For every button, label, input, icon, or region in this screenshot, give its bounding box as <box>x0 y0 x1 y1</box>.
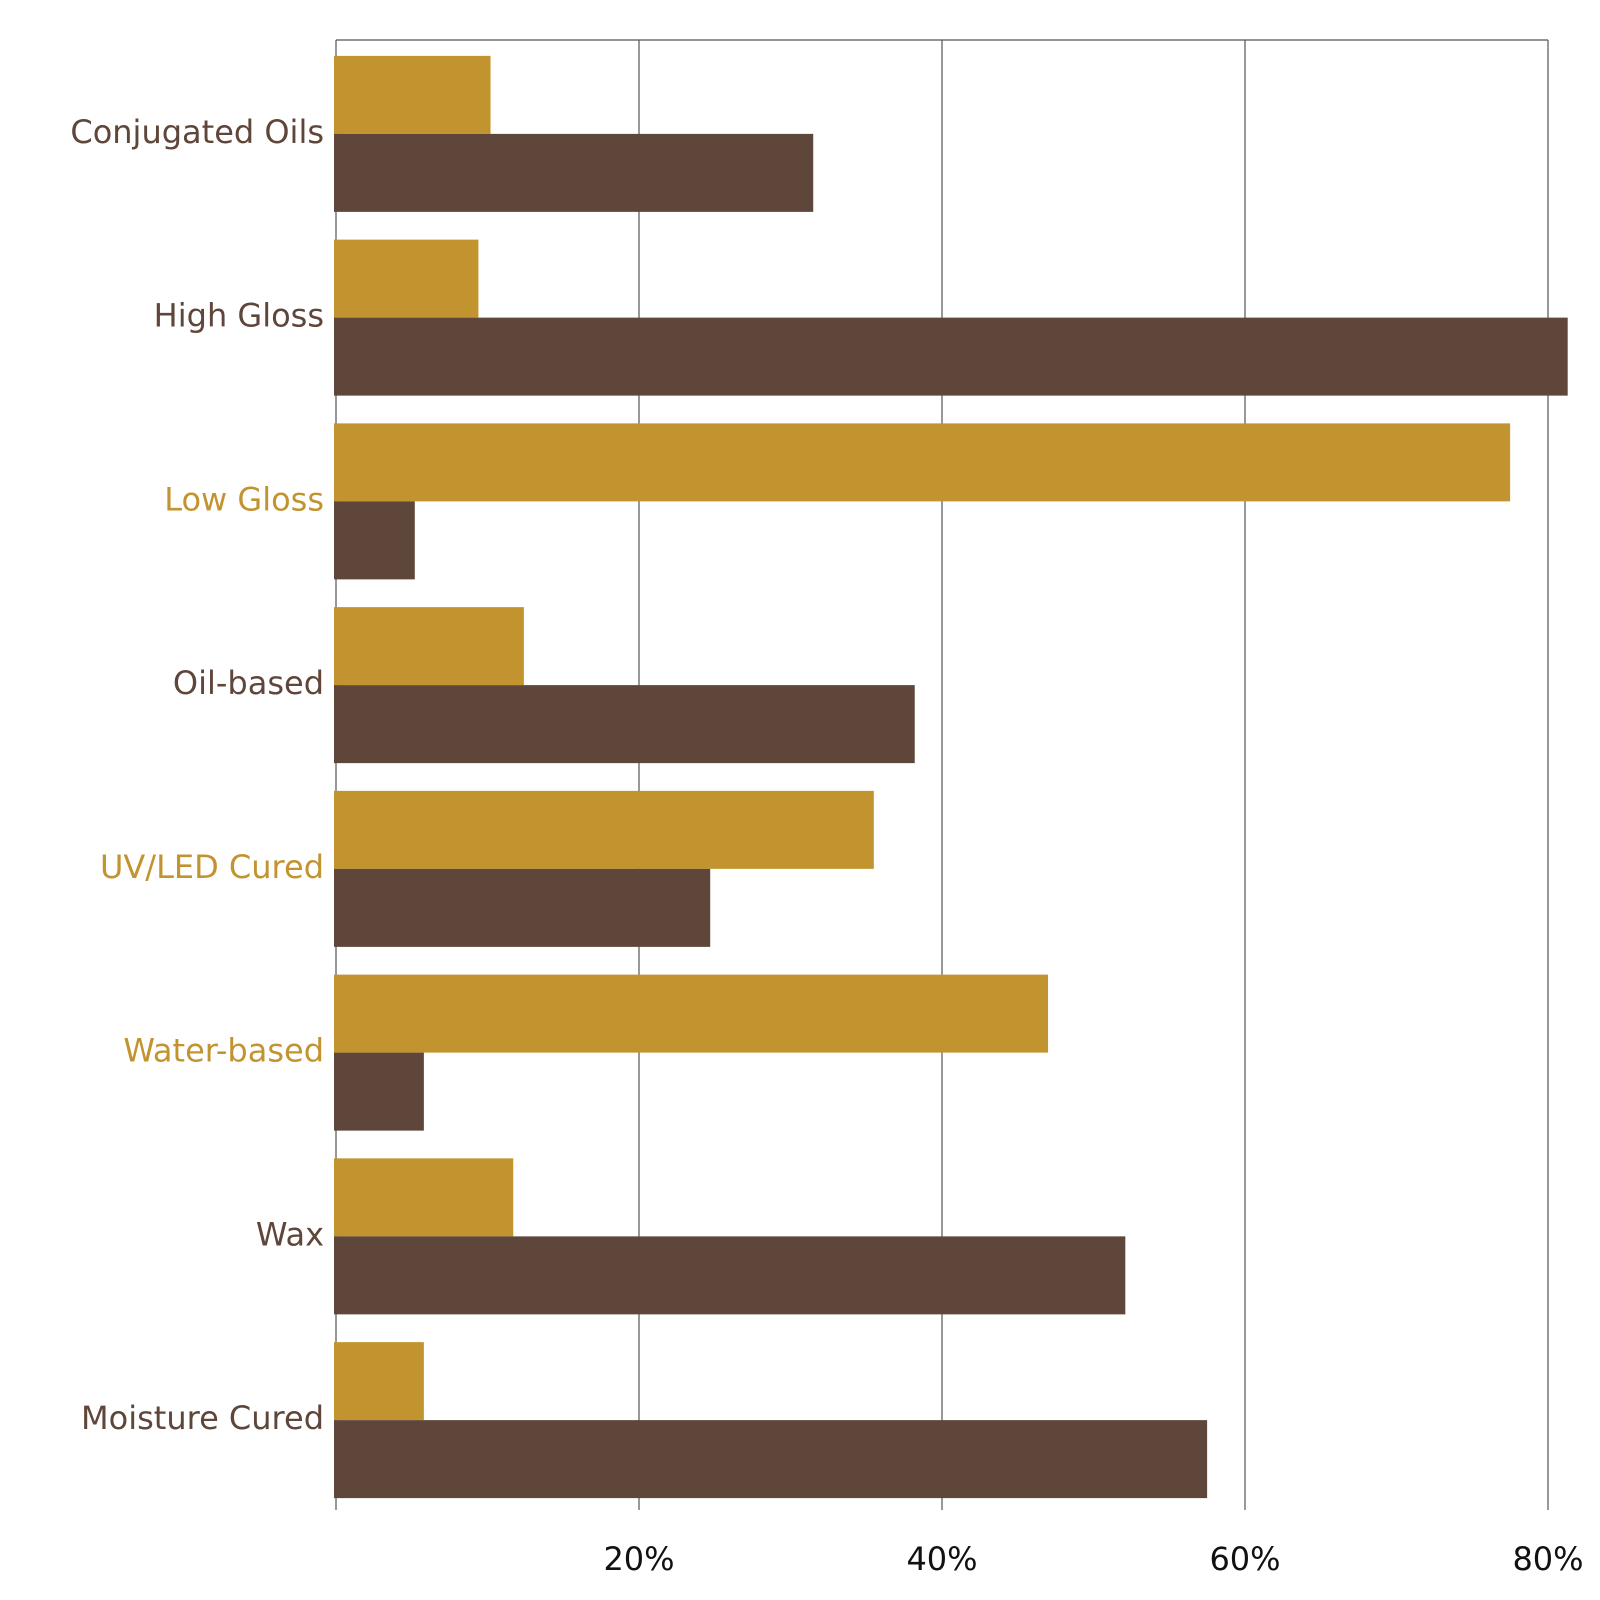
category-label: Oil-based <box>173 664 324 702</box>
x-tick-label: 60% <box>1209 1540 1280 1578</box>
bar-series1-2 <box>334 423 1511 502</box>
bar-layer <box>334 55 1568 1499</box>
category-label: UV/LED Cured <box>100 848 324 886</box>
x-tick-labels: 20% 40% 60% 80% <box>603 1540 1583 1578</box>
bar-series2-4 <box>334 868 711 947</box>
bar-series2-6 <box>334 1236 1126 1315</box>
bar-series1-1 <box>334 239 479 318</box>
category-label: Low Gloss <box>164 480 324 518</box>
category-label: Conjugated Oils <box>70 113 324 151</box>
bar-series2-0 <box>334 133 814 212</box>
bar-series1-7 <box>334 1342 424 1421</box>
bar-series2-5 <box>334 1052 424 1131</box>
category-label: Water-based <box>123 1032 324 1070</box>
category-label: Moisture Cured <box>81 1399 324 1437</box>
bar-series2-3 <box>334 685 915 764</box>
bar-series2-1 <box>334 317 1568 396</box>
category-label: High Gloss <box>154 297 324 335</box>
bar-series1-6 <box>334 1158 514 1237</box>
x-tick-label: 20% <box>603 1540 674 1578</box>
bar-series1-4 <box>334 790 874 869</box>
x-tick-label: 40% <box>906 1540 977 1578</box>
bar-series1-5 <box>334 974 1049 1053</box>
category-label: Wax <box>256 1215 324 1253</box>
category-labels: Conjugated Oils High Gloss Low Gloss Oil-ba… <box>70 113 324 1437</box>
x-tick-label: 80% <box>1512 1540 1583 1578</box>
bar-series2-2 <box>334 501 415 580</box>
bar-series1-0 <box>334 55 491 134</box>
bar-series1-3 <box>334 607 524 686</box>
bar-series2-7 <box>334 1420 1208 1499</box>
